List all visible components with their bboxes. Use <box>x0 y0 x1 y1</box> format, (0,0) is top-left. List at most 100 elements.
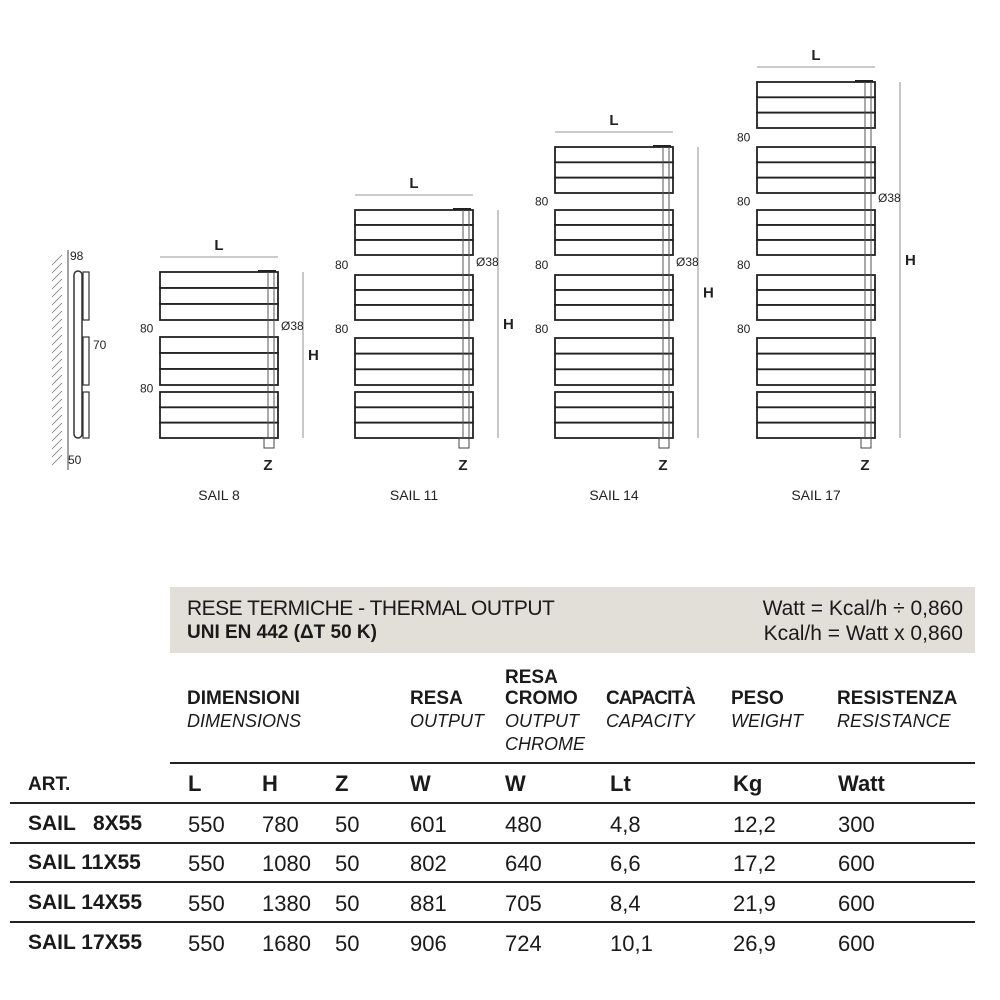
radiator-panel <box>159 336 279 354</box>
wall-hatch <box>51 278 63 290</box>
radiator-panel <box>756 421 876 439</box>
header-dimensions: DIMENSIONI <box>187 688 300 709</box>
radiator-panel <box>159 391 279 409</box>
header-chrome-en2: CHROME <box>505 734 585 754</box>
value-cell: 881 <box>410 891 447 916</box>
value-cell: 26,9 <box>733 931 776 956</box>
value-cell: 600 <box>838 931 875 956</box>
unit-label: Z <box>335 771 349 796</box>
value-cell: 300 <box>838 812 875 837</box>
wall-hatch <box>51 294 63 306</box>
radiator-panel <box>354 239 474 256</box>
model-caption: SAIL 11 <box>390 487 438 503</box>
unit-label: Lt <box>610 771 631 796</box>
radiator-panel <box>554 161 674 179</box>
radiator-panel <box>554 391 674 409</box>
value-cell: 906 <box>410 931 447 956</box>
header-output: RESA <box>410 688 463 709</box>
radiator-panel <box>756 289 876 306</box>
height-label: H <box>703 285 714 302</box>
unit-label: W <box>410 771 431 796</box>
gap-label: 80 <box>140 382 154 396</box>
value-cell: 8,4 <box>610 891 641 916</box>
header-resistance: RESISTENZA <box>837 688 958 709</box>
radiator-panel <box>354 209 474 226</box>
radiator-panel <box>354 304 474 321</box>
gap-label: 80 <box>535 195 549 209</box>
wall-hatch <box>51 430 63 442</box>
header-art: ART. <box>28 774 71 795</box>
wall-hatch <box>51 414 63 426</box>
radiator-panel <box>554 176 674 194</box>
diameter-label: Ø38 <box>676 255 699 269</box>
header-divider <box>170 762 975 764</box>
wall-hatch <box>51 382 63 394</box>
wall-hatch <box>51 454 63 466</box>
wall-hatch <box>51 374 63 386</box>
value-cell: 550 <box>188 812 225 837</box>
gap-label: 80 <box>535 258 549 272</box>
value-cell: 550 <box>188 931 225 956</box>
height-label: H <box>905 252 916 269</box>
width-label: L <box>609 112 618 129</box>
wall-hatch <box>51 358 63 370</box>
header-weight: PESO <box>731 688 784 709</box>
radiator-panel <box>756 209 876 226</box>
connection-pipe <box>458 437 470 449</box>
connection-label: Z <box>458 457 467 474</box>
radiator-panel <box>354 352 474 371</box>
collector-tube <box>73 270 83 439</box>
radiator-panel <box>354 289 474 306</box>
radiator-panel <box>756 274 876 291</box>
width-label: L <box>811 47 820 64</box>
value-cell: 50 <box>335 851 360 876</box>
radiator-panel <box>756 176 876 194</box>
radiator-panel <box>159 406 279 424</box>
radiator-panel <box>756 224 876 241</box>
model-caption: SAIL 8 <box>198 487 240 503</box>
panel-side <box>82 271 90 321</box>
width-label: L <box>214 237 223 254</box>
header-chrome: CROMO <box>505 688 578 709</box>
radiator-panel <box>756 391 876 409</box>
radiator-panel <box>756 337 876 355</box>
wall-hatch <box>51 286 63 298</box>
radiator-panel <box>554 337 674 355</box>
wall-hatch <box>51 422 63 434</box>
value-cell: 1380 <box>262 891 311 916</box>
wall-distance-dimension: 50 <box>68 453 82 467</box>
value-cell: 724 <box>505 931 542 956</box>
radiator-panel <box>354 406 474 424</box>
gap-label: 80 <box>737 322 751 336</box>
value-cell: 1680 <box>262 931 311 956</box>
value-cell: 802 <box>410 851 447 876</box>
header-chrome-top: RESA <box>505 667 558 688</box>
value-cell: 600 <box>838 851 875 876</box>
value-cell: 10,1 <box>610 931 653 956</box>
header-dimensions-en: DIMENSIONS <box>187 711 302 731</box>
wall-hatch <box>51 270 63 282</box>
unit-label: W <box>505 771 526 796</box>
radiator-panel <box>756 81 876 99</box>
wall-hatch <box>51 262 63 274</box>
radiator-panel <box>354 391 474 409</box>
value-cell: 50 <box>335 891 360 916</box>
gap-label: 80 <box>737 131 751 145</box>
conversion-formula-1: Watt = Kcal/h ÷ 0,860 <box>762 597 963 620</box>
wall-hatch <box>51 390 63 402</box>
gap-label: 80 <box>140 322 154 336</box>
radiator-panel <box>756 111 876 129</box>
model-caption: SAIL 17 <box>791 487 841 503</box>
wall-hatch <box>51 366 63 378</box>
wall-hatch <box>51 446 63 458</box>
spacing-dimension: 70 <box>93 338 107 352</box>
radiator-panel <box>554 274 674 291</box>
thermal-output-band: RESE TERMICHE - THERMAL OUTPUT UNI EN 44… <box>170 587 975 653</box>
units-divider <box>10 802 975 804</box>
value-cell: 640 <box>505 851 542 876</box>
unit-label: Watt <box>838 771 885 796</box>
radiator-panel <box>159 303 279 321</box>
wall-hatch <box>51 310 63 322</box>
radiator-panel <box>554 421 674 439</box>
band-title: RESE TERMICHE - THERMAL OUTPUT <box>187 597 555 620</box>
